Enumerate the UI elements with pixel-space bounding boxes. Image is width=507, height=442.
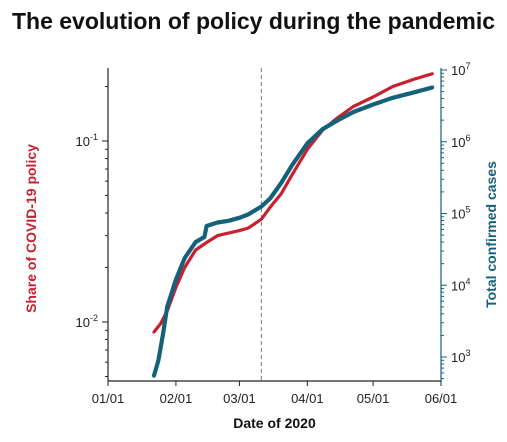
left-tick-label: 10-2 bbox=[76, 313, 98, 330]
x-tick-label: 01/01 bbox=[92, 391, 125, 406]
x-tick-label: 05/01 bbox=[357, 391, 390, 406]
chart-lines bbox=[151, 72, 435, 378]
left-axis-ticks: 10-2 10-1 bbox=[76, 86, 108, 377]
right-tick-label: 107 bbox=[451, 61, 470, 78]
right-axis-label: Total confirmed cases bbox=[483, 161, 499, 308]
x-axis-ticks: 01/01 02/01 03/01 04/01 05/01 06/01 bbox=[92, 381, 458, 406]
x-tick-label: 06/01 bbox=[425, 391, 458, 406]
right-tick-label: 106 bbox=[451, 133, 470, 150]
right-tick-label: 105 bbox=[451, 205, 470, 222]
confirmed-cases-line bbox=[151, 85, 435, 378]
x-tick-label: 04/01 bbox=[291, 391, 324, 406]
left-axis-label: Share of COVID-19 policy bbox=[23, 144, 39, 313]
right-tick-label: 103 bbox=[451, 348, 470, 365]
right-tick-label: 104 bbox=[451, 276, 470, 293]
x-tick-label: 03/01 bbox=[223, 391, 256, 406]
chart-title: The evolution of policy during the pande… bbox=[11, 8, 496, 34]
policy-share-line bbox=[152, 72, 434, 334]
right-axis-ticks: 103 104 105 106 107 bbox=[441, 61, 470, 380]
chart-frame bbox=[107, 68, 442, 382]
left-tick-label: 10-1 bbox=[76, 132, 98, 149]
x-axis-label: Date of 2020 bbox=[233, 415, 316, 431]
x-tick-label: 02/01 bbox=[160, 391, 193, 406]
